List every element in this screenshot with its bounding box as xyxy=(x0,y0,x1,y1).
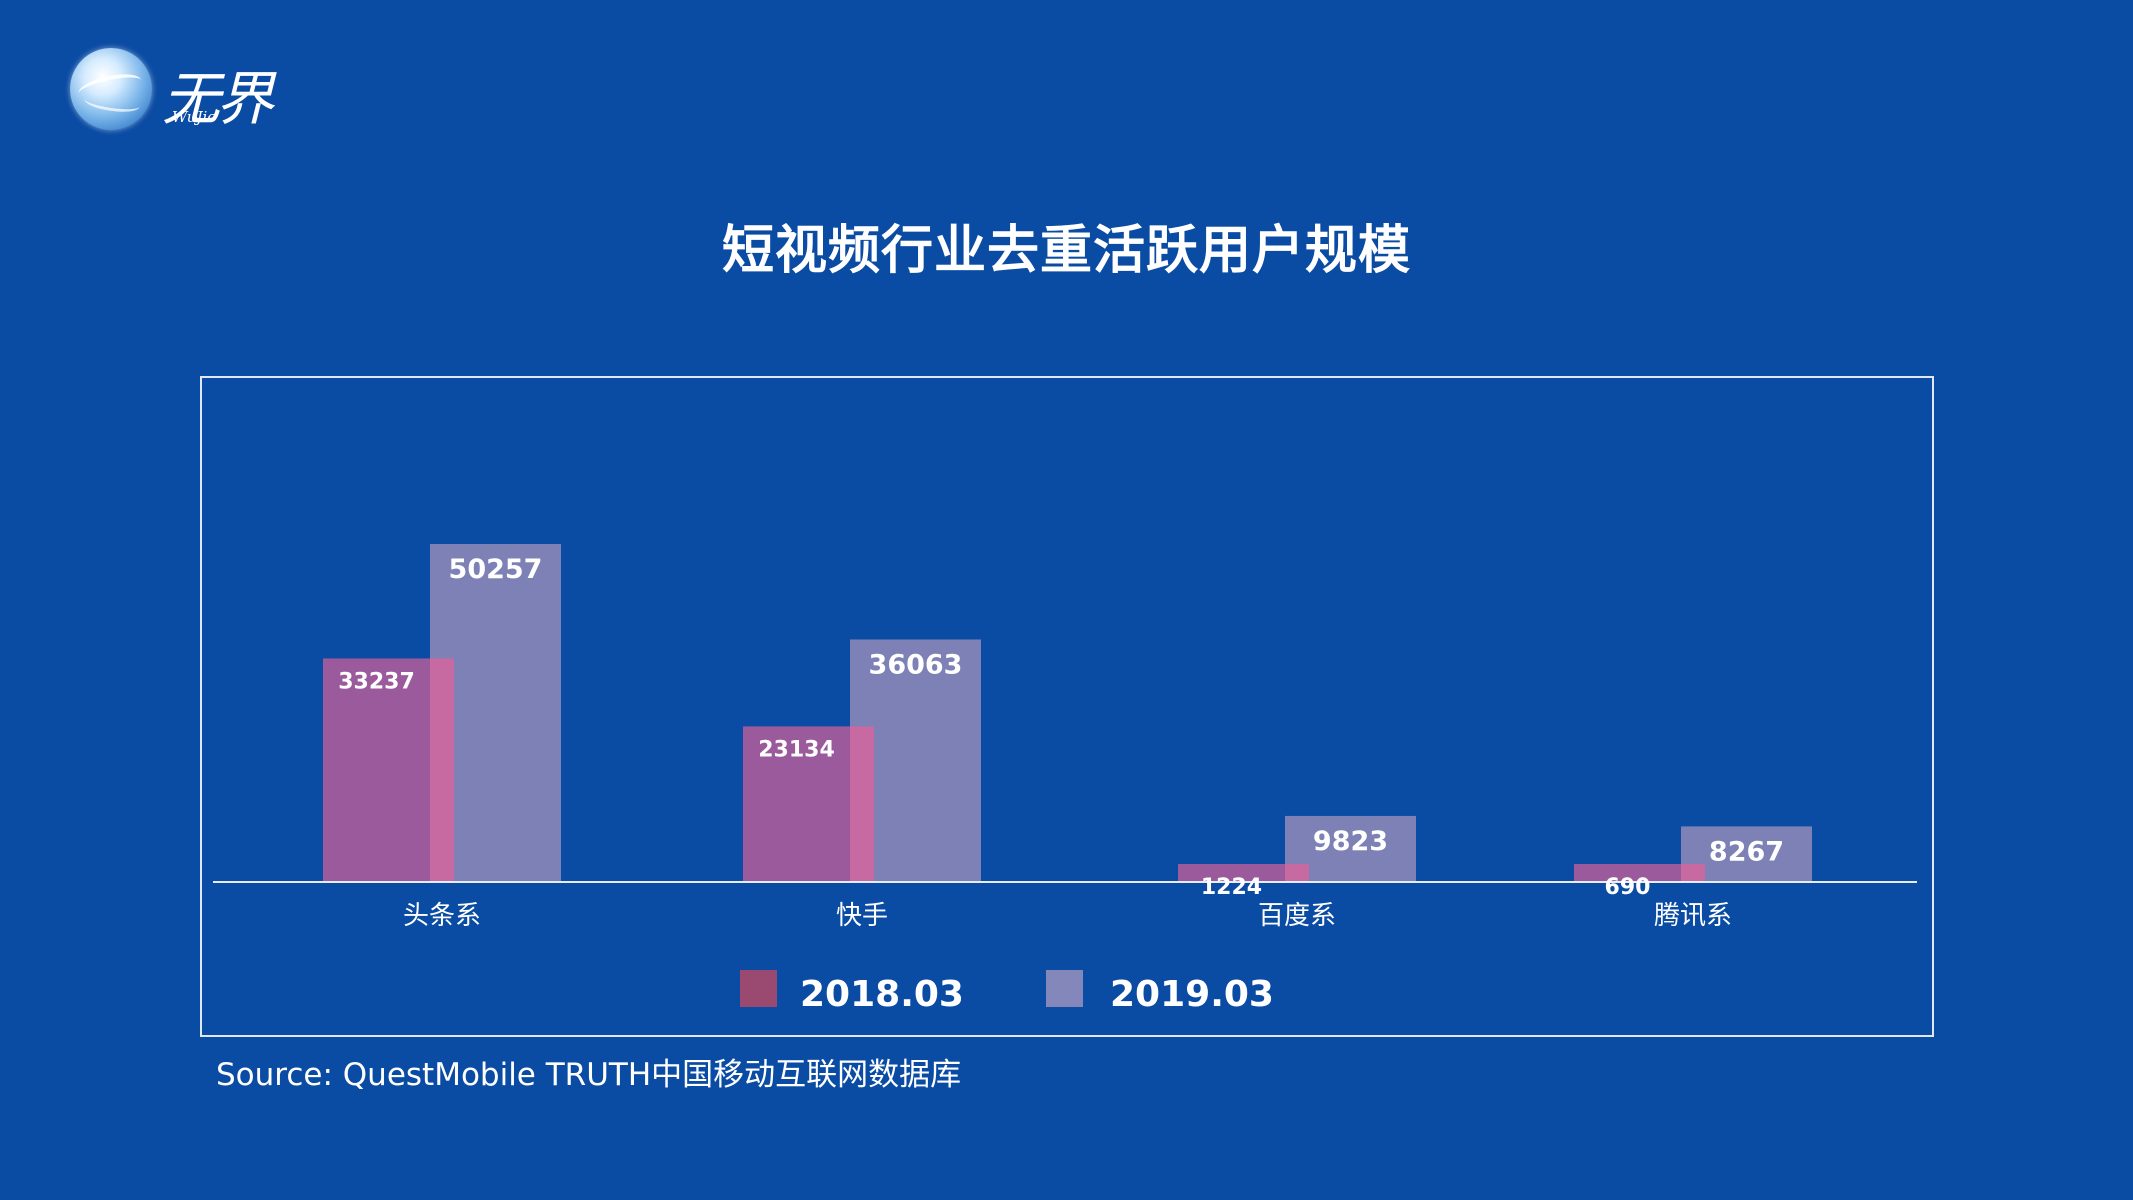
logo: 无界 WuJie xyxy=(70,48,280,138)
legend-label: 2019.03 xyxy=(1110,974,1274,1015)
logo-brand-sub: WuJie xyxy=(172,108,217,126)
category-label: 头条系 xyxy=(403,901,481,931)
data-label-2018: 33237 xyxy=(338,669,415,694)
category-label: 快手 xyxy=(836,901,888,931)
data-label-2018: 690 xyxy=(1605,875,1651,900)
legend-label: 2018.03 xyxy=(800,974,964,1015)
bar-overlap xyxy=(1285,864,1309,882)
globe-logo-icon xyxy=(70,48,152,130)
category-label: 百度系 xyxy=(1258,901,1336,931)
data-label-2019: 8267 xyxy=(1709,836,1784,867)
data-label-2018: 23134 xyxy=(758,737,835,762)
source-note: Source: QuestMobile TRUTH中国移动互联网数据库 xyxy=(216,1057,962,1093)
category-label: 腾讯系 xyxy=(1654,901,1732,931)
bar-2018 xyxy=(1574,864,1705,882)
data-label-2019: 9823 xyxy=(1313,826,1388,857)
bar-overlap xyxy=(850,726,874,882)
bar-overlap xyxy=(1681,864,1705,882)
chart-frame xyxy=(200,376,1934,1037)
data-label-2018: 1224 xyxy=(1201,875,1262,900)
legend-swatch xyxy=(1046,970,1083,1007)
bar-2018 xyxy=(1178,864,1309,882)
legend-swatch xyxy=(740,970,777,1007)
chart-title: 短视频行业去重活跃用户规模 xyxy=(721,221,1411,281)
data-label-2019: 36063 xyxy=(869,649,963,680)
data-label-2019: 50257 xyxy=(449,554,543,585)
logo-brand: 无界 xyxy=(162,65,274,133)
bar-overlap xyxy=(430,658,454,882)
